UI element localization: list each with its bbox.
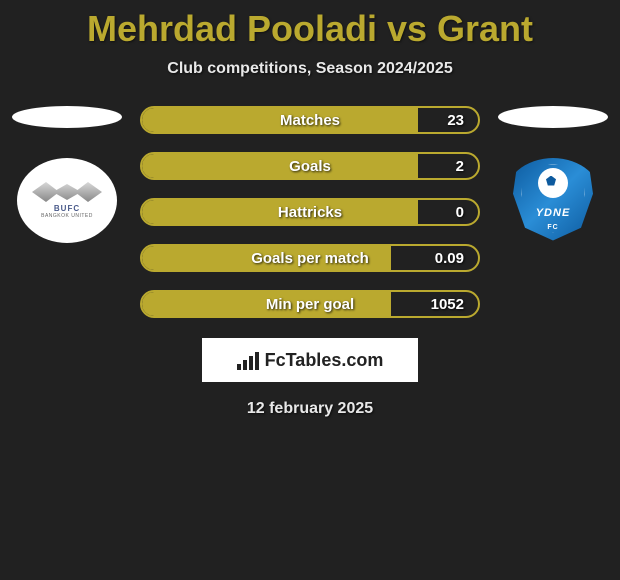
- stat-label: Goals: [289, 158, 331, 175]
- right-side: YDNE FC: [498, 106, 608, 243]
- brand-text: FcTables.com: [265, 350, 384, 371]
- comparison-content: BUFC BANGKOK UNITED Matches 23 Goals 2 H…: [0, 106, 620, 318]
- sydney-crest-icon: YDNE FC: [508, 158, 598, 243]
- right-club-abbr: YDNE: [536, 207, 571, 219]
- stat-value: 0.09: [435, 250, 464, 267]
- bufc-crest-icon: BUFC BANGKOK UNITED: [27, 171, 107, 231]
- stat-label: Matches: [280, 112, 340, 129]
- subtitle: Club competitions, Season 2024/2025: [0, 60, 620, 78]
- left-club-name: BANGKOK UNITED: [41, 213, 93, 219]
- bar-chart-icon: [237, 350, 259, 370]
- branding-badge: FcTables.com: [202, 338, 418, 382]
- right-club-logo: YDNE FC: [503, 158, 603, 243]
- left-player-placeholder: [12, 106, 122, 128]
- stats-column: Matches 23 Goals 2 Hattricks 0 Goals per…: [140, 106, 480, 318]
- left-club-abbr: BUFC: [54, 204, 80, 213]
- left-club-logo: BUFC BANGKOK UNITED: [17, 158, 117, 243]
- stat-label: Hattricks: [278, 204, 342, 221]
- stat-row-goals: Goals 2: [140, 152, 480, 180]
- stat-value: 0: [456, 204, 464, 221]
- page-title: Mehrdad Pooladi vs Grant: [0, 0, 620, 50]
- date-label: 12 february 2025: [0, 400, 620, 418]
- stat-value: 2: [456, 158, 464, 175]
- stat-row-hattricks: Hattricks 0: [140, 198, 480, 226]
- stat-row-matches: Matches 23: [140, 106, 480, 134]
- stat-value: 23: [447, 112, 464, 129]
- stat-value: 1052: [431, 296, 464, 313]
- right-player-placeholder: [498, 106, 608, 128]
- stat-fill: [142, 154, 418, 178]
- stat-label: Goals per match: [251, 250, 369, 267]
- stat-row-goals-per-match: Goals per match 0.09: [140, 244, 480, 272]
- right-club-sub: FC: [547, 224, 558, 231]
- left-side: BUFC BANGKOK UNITED: [12, 106, 122, 243]
- stat-row-min-per-goal: Min per goal 1052: [140, 290, 480, 318]
- stat-label: Min per goal: [266, 296, 354, 313]
